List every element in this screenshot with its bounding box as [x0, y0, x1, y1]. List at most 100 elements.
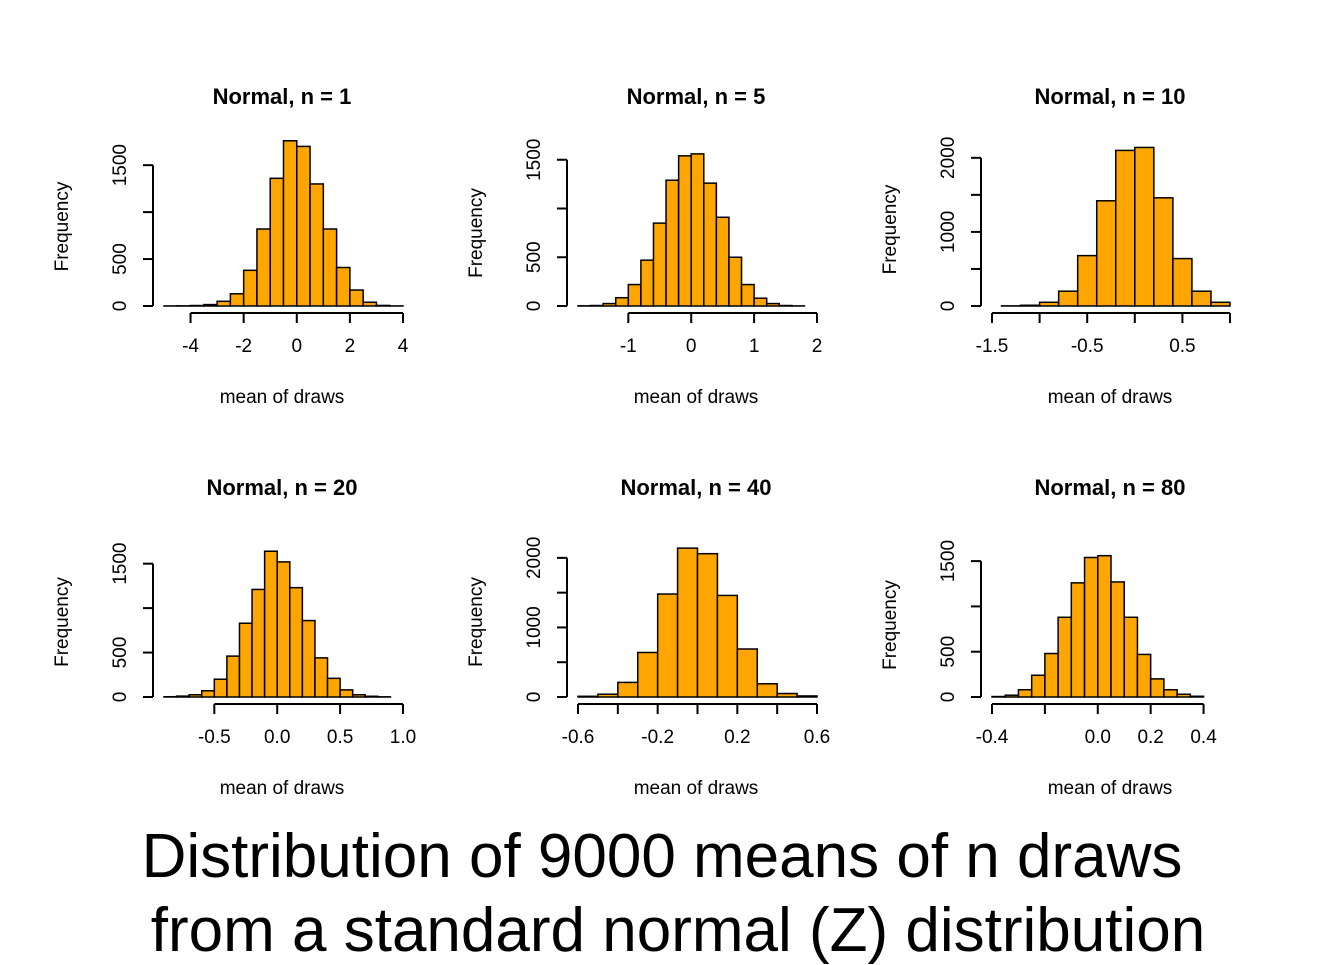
y-tick-label: 2000: [524, 537, 545, 579]
histogram-bar: [1071, 583, 1084, 697]
x-tick-label: -0.2: [641, 727, 674, 748]
x-axis-label: mean of draws: [220, 778, 345, 799]
y-tick-label: 2000: [938, 137, 959, 179]
histogram-bar: [1177, 694, 1190, 697]
histogram-bar: [603, 304, 616, 306]
histogram-bar: [302, 621, 315, 697]
histogram-bar: [202, 691, 215, 697]
x-tick-label: 0.6: [804, 727, 830, 748]
y-tick-label: 0: [524, 692, 545, 703]
histogram-bar: [698, 554, 718, 697]
x-axis-label: mean of draws: [220, 387, 345, 408]
histogram-bar: [641, 260, 654, 306]
x-axis-label: mean of draws: [1048, 778, 1173, 799]
y-tick-label: 0: [110, 301, 131, 312]
histogram-bar: [666, 180, 679, 306]
histogram-bar: [1097, 201, 1116, 306]
histogram-bar: [578, 696, 598, 697]
y-axis-label: Frequency: [466, 577, 487, 667]
y-tick-label: 0: [938, 692, 959, 703]
histogram-bar: [177, 696, 190, 697]
histogram-bar: [729, 257, 742, 306]
x-tick-label: 0.4: [1190, 727, 1217, 748]
histogram-bar: [797, 696, 817, 697]
histogram-bar: [1192, 291, 1211, 306]
x-axis-label: mean of draws: [634, 778, 759, 799]
histogram-bar: [189, 695, 202, 697]
histogram-bar: [1124, 617, 1137, 697]
histogram-bar: [204, 305, 217, 306]
histogram-bar: [328, 678, 341, 697]
histogram-bar: [1154, 198, 1173, 306]
y-tick-label: 500: [110, 243, 131, 275]
panel-title: Normal, n = 10: [1034, 84, 1185, 109]
histogram-bar: [678, 548, 698, 697]
panel-title: Normal, n = 40: [620, 475, 771, 500]
histogram-bar: [277, 562, 290, 697]
histogram-bar: [1078, 256, 1097, 306]
histogram-bar: [257, 229, 270, 306]
histogram-bar: [691, 154, 704, 306]
histogram-bar: [777, 694, 797, 697]
x-axis-label: mean of draws: [634, 387, 759, 408]
figure-caption-line-1: Distribution of 9000 means of n draws: [0, 826, 1334, 888]
y-tick-label: 500: [524, 241, 545, 273]
x-tick-label: 0.5: [327, 727, 353, 748]
histogram-bar: [1005, 695, 1018, 697]
x-tick-label: 0.2: [1137, 727, 1163, 748]
x-tick-label: 2: [812, 336, 823, 357]
x-tick-label: 0.5: [1169, 336, 1195, 357]
panel-title: Normal, n = 1: [213, 84, 352, 109]
histogram-bar: [1085, 557, 1098, 697]
histogram-bar: [1018, 690, 1031, 697]
histogram-bar: [1135, 147, 1154, 306]
histogram-bar: [742, 285, 755, 306]
x-tick-label: 4: [398, 336, 409, 357]
histogram-bar: [265, 551, 278, 697]
histogram-bar: [310, 184, 323, 306]
x-tick-label: 0.0: [264, 727, 290, 748]
y-tick-label: 500: [938, 636, 959, 668]
x-tick-label: -4: [182, 336, 199, 357]
histogram-bar: [716, 217, 729, 306]
histogram-bar: [270, 178, 283, 306]
histogram-bar: [737, 649, 757, 697]
y-axis-label: Frequency: [880, 184, 901, 274]
x-tick-label: 2: [345, 336, 356, 357]
y-axis-label: Frequency: [466, 188, 487, 278]
histogram-bar: [717, 595, 737, 697]
histogram-bar: [1098, 556, 1111, 697]
x-tick-label: -0.5: [1071, 336, 1104, 357]
x-axis-label: mean of draws: [1048, 387, 1173, 408]
x-tick-label: -1: [620, 336, 637, 357]
histogram-bar: [239, 623, 252, 697]
y-tick-label: 1500: [938, 540, 959, 582]
x-tick-label: 1: [749, 336, 760, 357]
x-tick-label: -2: [235, 336, 252, 357]
histogram-bar: [1190, 696, 1203, 697]
y-tick-label: 500: [110, 637, 131, 669]
histogram-bar: [616, 298, 629, 306]
y-tick-label: 1000: [938, 211, 959, 253]
y-axis-label: Frequency: [52, 577, 73, 667]
histogram-bar: [704, 183, 717, 306]
histogram-bar: [290, 588, 303, 697]
histogram-bar: [252, 589, 265, 697]
histogram-bar: [1211, 302, 1230, 306]
panel-title: Normal, n = 5: [627, 84, 766, 109]
y-tick-label: 0: [110, 692, 131, 703]
histogram-bar: [1116, 150, 1135, 306]
histogram-bar: [638, 652, 658, 697]
panel-title: Normal, n = 20: [206, 475, 357, 500]
figure-caption-line-2: from a standard normal (Z) distribution: [6, 900, 1344, 962]
histogram-bar: [340, 690, 353, 697]
x-tick-label: 1.0: [390, 727, 416, 748]
histogram-bar: [1173, 259, 1192, 306]
y-tick-label: 1000: [524, 606, 545, 648]
